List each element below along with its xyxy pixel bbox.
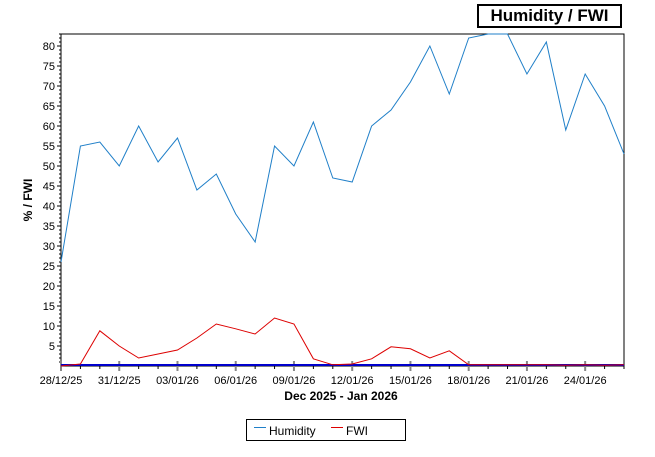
- plot-area: [60, 33, 625, 367]
- y-tick-label: 20: [43, 281, 55, 293]
- y-tick-label: 55: [43, 141, 55, 153]
- y-tick-label: 80: [43, 41, 55, 53]
- y-tick-label: 70: [43, 81, 55, 93]
- series-line-fwi: [60, 317, 625, 367]
- y-tick-label: 65: [43, 101, 55, 113]
- x-tick-label: 21/01/26: [506, 375, 549, 387]
- y-tick-label: 45: [43, 181, 55, 193]
- y-tick-label: 35: [43, 221, 55, 233]
- series-layer: [60, 33, 625, 367]
- y-tick-label: 60: [43, 121, 55, 133]
- legend-swatch-fwi: [331, 427, 343, 428]
- y-tick-label: 50: [43, 161, 55, 173]
- legend-label-fwi: FWI: [346, 424, 368, 438]
- x-tick-label: 03/01/26: [156, 375, 199, 387]
- y-tick-label: 30: [43, 241, 55, 253]
- y-tick-label: 75: [43, 61, 55, 73]
- x-tick-label: 09/01/26: [273, 375, 316, 387]
- x-tick-label: 18/01/26: [447, 375, 490, 387]
- x-tick-label: 06/01/26: [214, 375, 257, 387]
- legend: Humidity FWI: [246, 419, 406, 441]
- chart-title: Humidity / FWI: [477, 4, 622, 28]
- x-tick-label: 28/12/25: [40, 375, 83, 387]
- y-axis-label: % / FWI: [21, 179, 35, 222]
- y-axis-ticks: 5 10 15 20 25 30 35 40 45 50 55 60 65 70 75 80: [43, 33, 61, 363]
- y-tick-label: 15: [43, 301, 55, 313]
- legend-label-humidity: Humidity: [269, 424, 316, 438]
- x-tick-label: 15/01/26: [389, 375, 432, 387]
- x-tick-label: 24/01/26: [564, 375, 607, 387]
- legend-swatch-humidity: [254, 427, 266, 428]
- x-axis-label: Dec 2025 - Jan 2026: [284, 389, 398, 403]
- y-tick-label: 10: [43, 321, 55, 333]
- x-tick-label: 31/12/25: [98, 375, 141, 387]
- y-tick-label: 25: [43, 261, 55, 273]
- y-tick-label: 40: [43, 201, 55, 213]
- x-tick-label: 12/01/26: [331, 375, 374, 387]
- series-line-humidity: [60, 33, 625, 263]
- y-tick-label: 5: [49, 341, 55, 353]
